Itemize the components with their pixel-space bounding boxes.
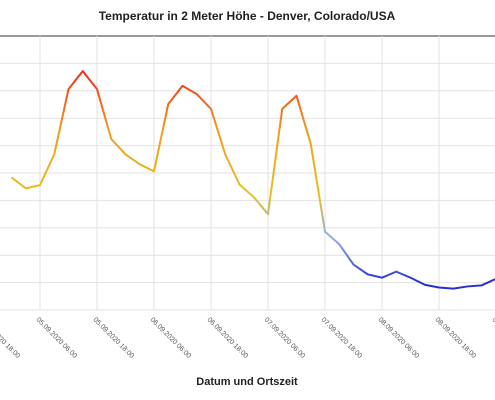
x-tick-label: 05.09.2020 06:00: [35, 316, 79, 360]
x-tick-label: 04.09.2020 18:00: [0, 316, 21, 360]
x-tick-label: 09.09.2020 06:00: [491, 316, 495, 360]
chart-title: Temperatur in 2 Meter Höhe - Denver, Col…: [99, 9, 396, 23]
x-tick-label: 05.09.2020 18:00: [92, 316, 136, 360]
x-tick-label: 07.09.2020 18:00: [320, 316, 364, 360]
x-tick-label: 08.09.2020 18:00: [434, 316, 478, 360]
x-tick-label: 07.09.2020 06:00: [263, 316, 307, 360]
x-tick-label: 06.09.2020 06:00: [149, 316, 193, 360]
temperature-line: [10, 70, 495, 290]
x-tick-label: 06.09.2020 18:00: [206, 316, 250, 360]
x-tick-label: 08.09.2020 06:00: [377, 316, 421, 360]
x-axis-title: Datum und Ortszeit: [196, 376, 298, 388]
